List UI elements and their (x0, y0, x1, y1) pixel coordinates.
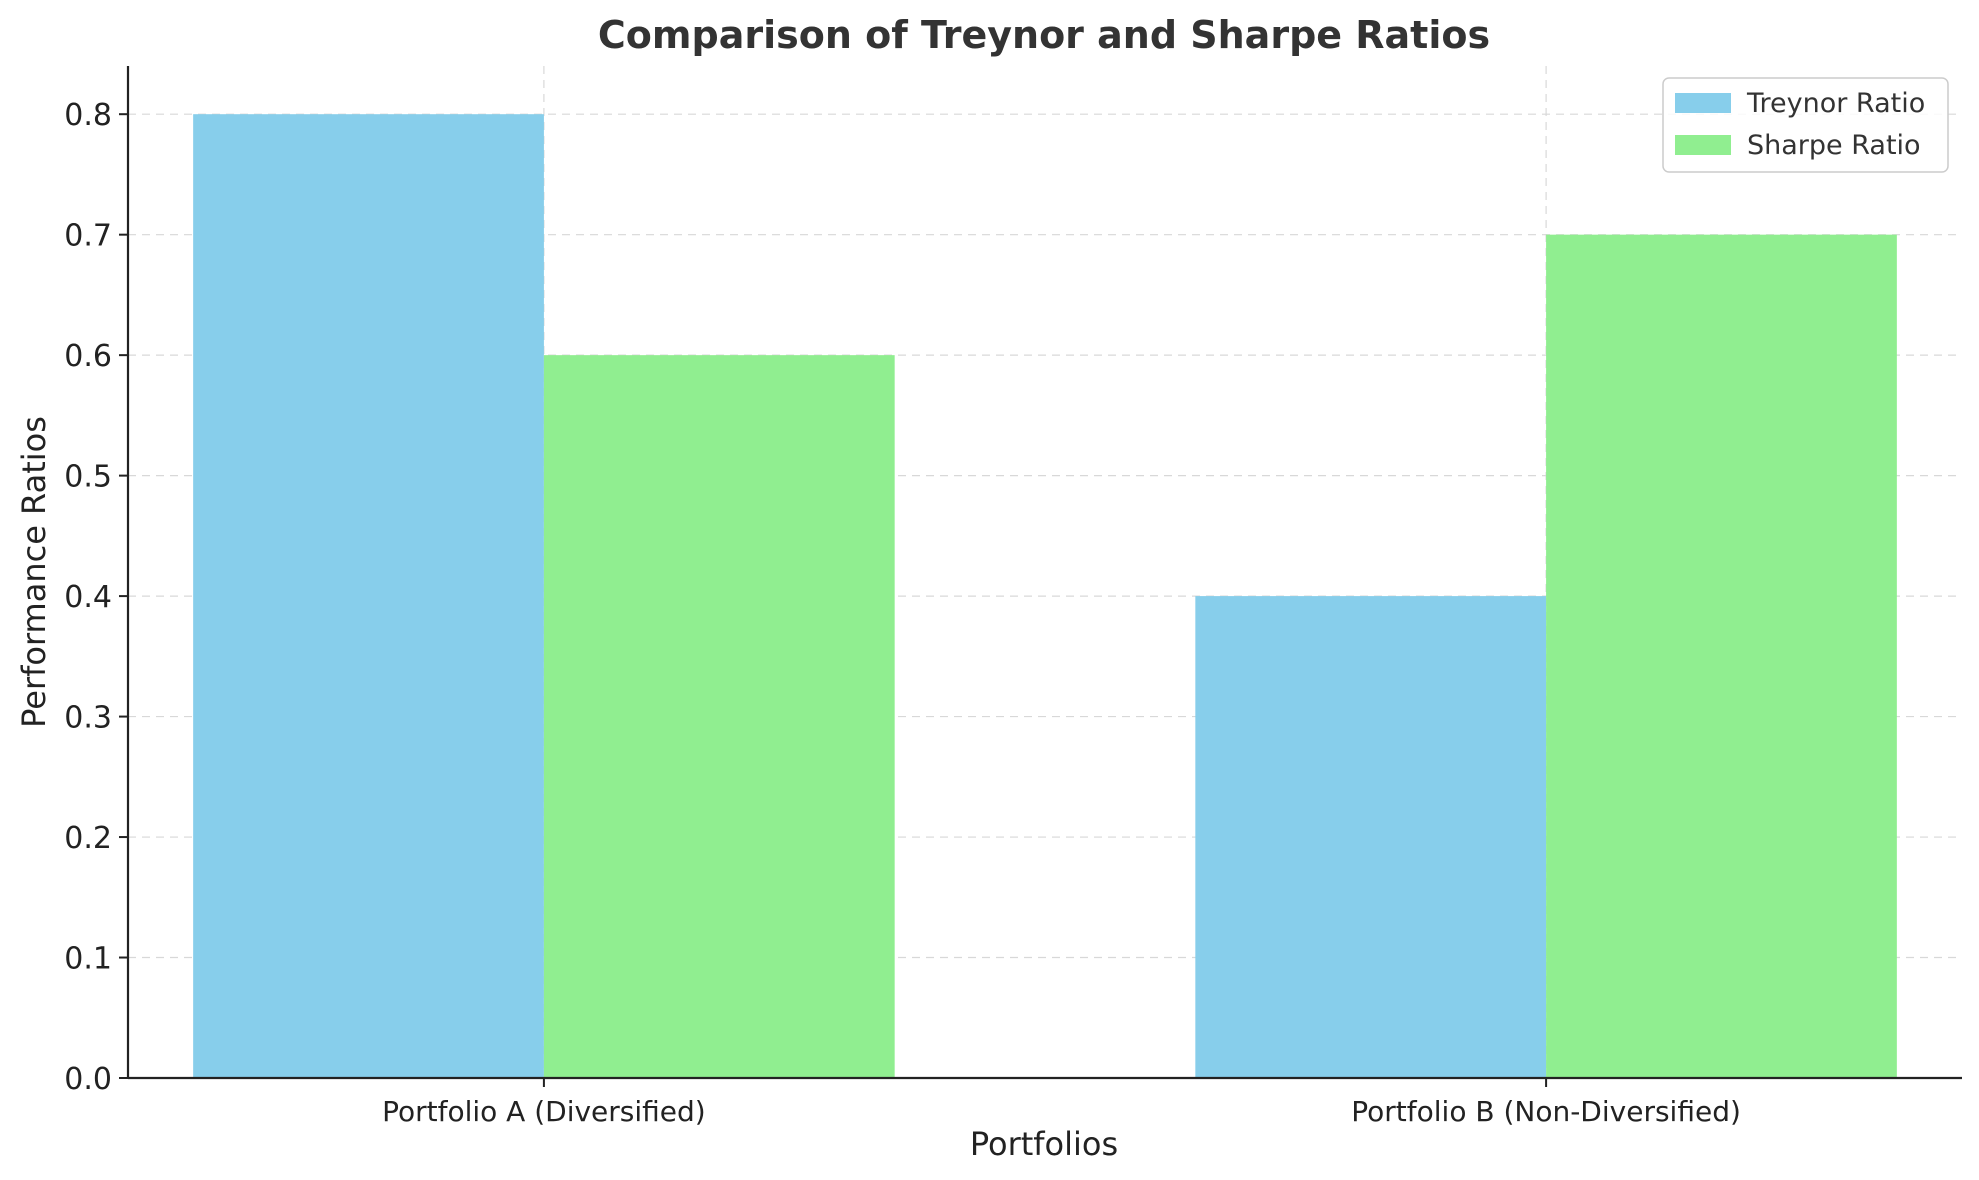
legend-label: Sharpe Ratio (1747, 130, 1921, 161)
chart-title: Comparison of Treynor and Sharpe Ratios (598, 13, 1490, 57)
y-ticks: 0.0 0.1 0.2 0.3 0.4 0.5 0.6 0.7 0.8 (64, 98, 128, 1097)
y-tick-label: 0.2 (64, 821, 112, 856)
x-ticks: Portfolio A (Diversified) Portfolio B (No… (382, 1078, 1741, 1128)
x-axis-label: Portfolios (970, 1125, 1118, 1163)
legend: Treynor Ratio Sharpe Ratio (1662, 77, 1949, 173)
y-tick-label: 0.3 (64, 701, 112, 736)
x-tick-label: Portfolio B (Non-Diversified) (1351, 1095, 1741, 1128)
legend-swatch (1675, 93, 1731, 113)
bar-sharpe-ratio-1 (1546, 234, 1897, 1078)
legend-swatch (1675, 135, 1731, 155)
bar-sharpe-ratio-0 (543, 355, 895, 1079)
y-tick-label: 0.4 (64, 580, 112, 615)
bar-treynor-ratio-1 (1195, 596, 1547, 1078)
bars (193, 114, 1897, 1079)
legend-label: Treynor Ratio (1746, 88, 1925, 119)
y-tick-label: 0.8 (64, 98, 112, 133)
x-tick-label: Portfolio A (Diversified) (382, 1095, 706, 1128)
y-tick-label: 0.6 (64, 339, 112, 374)
bar-treynor-ratio-0 (193, 114, 544, 1078)
y-tick-label: 0.0 (64, 1062, 112, 1097)
y-tick-label: 0.7 (64, 219, 112, 254)
legend-box (1662, 77, 1949, 173)
y-axis-label: Performance Ratios (15, 416, 53, 728)
y-tick-label: 0.5 (64, 460, 112, 495)
y-tick-label: 0.1 (64, 942, 112, 977)
